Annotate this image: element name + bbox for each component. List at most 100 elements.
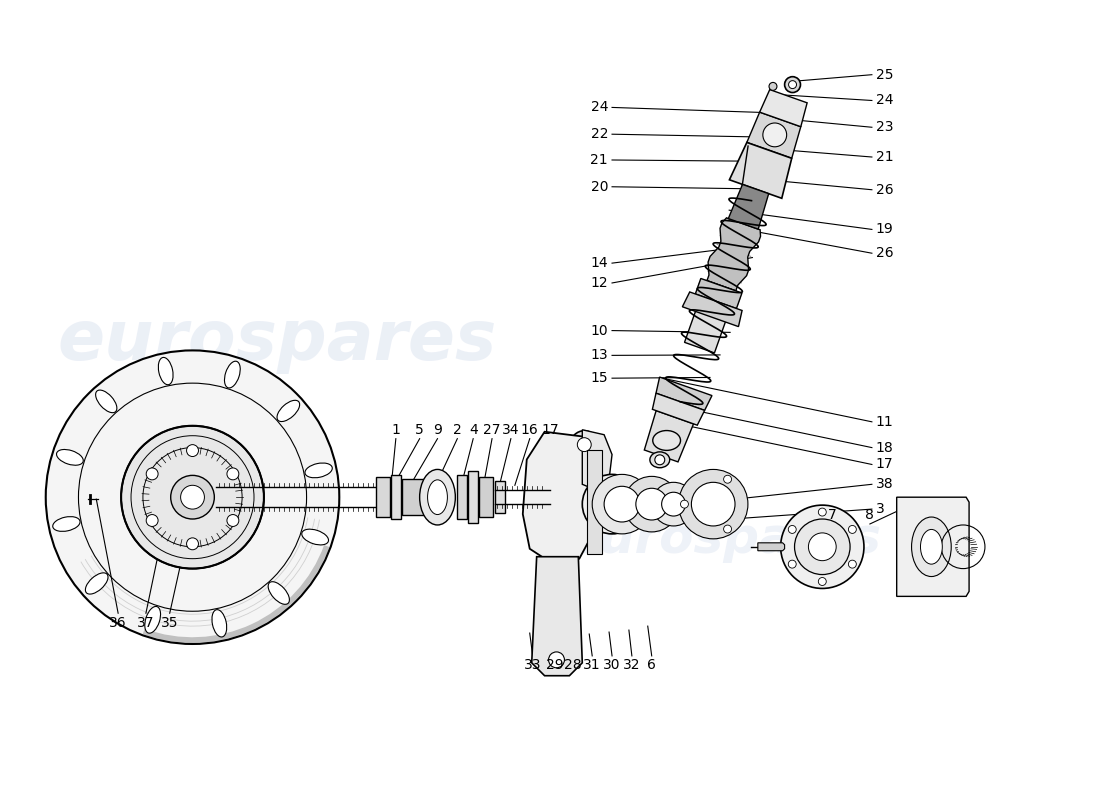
Ellipse shape [651, 482, 695, 526]
Circle shape [784, 77, 801, 93]
Circle shape [187, 538, 198, 550]
Text: 5: 5 [416, 422, 424, 437]
Ellipse shape [212, 610, 227, 637]
Ellipse shape [419, 470, 455, 525]
Polygon shape [728, 185, 769, 229]
Text: 21: 21 [876, 150, 893, 164]
Circle shape [769, 82, 777, 90]
Ellipse shape [592, 474, 651, 534]
Ellipse shape [305, 463, 332, 478]
Text: 32: 32 [623, 658, 640, 672]
Ellipse shape [428, 480, 448, 514]
Text: 20: 20 [591, 180, 608, 194]
Text: 12: 12 [591, 276, 608, 290]
Text: 11: 11 [876, 415, 893, 429]
Polygon shape [522, 432, 604, 564]
Circle shape [848, 560, 856, 568]
Polygon shape [682, 292, 742, 326]
Ellipse shape [912, 517, 952, 577]
Text: 16: 16 [520, 422, 539, 437]
Circle shape [121, 426, 264, 569]
Ellipse shape [268, 582, 289, 604]
Circle shape [848, 526, 856, 534]
Text: 8: 8 [866, 508, 874, 522]
Ellipse shape [301, 529, 329, 545]
Text: 33: 33 [524, 658, 541, 672]
Ellipse shape [624, 476, 680, 532]
Polygon shape [729, 142, 792, 198]
Ellipse shape [56, 450, 84, 466]
Ellipse shape [692, 482, 735, 526]
Text: 1: 1 [392, 422, 400, 437]
Text: 2: 2 [453, 422, 462, 437]
Text: 26: 26 [876, 246, 893, 260]
Text: 17: 17 [541, 422, 560, 437]
Text: 22: 22 [591, 127, 608, 142]
Circle shape [549, 652, 564, 668]
Text: 27: 27 [483, 422, 500, 437]
Text: 34: 34 [502, 422, 519, 437]
Circle shape [180, 486, 205, 509]
Polygon shape [645, 410, 693, 462]
Polygon shape [390, 475, 400, 519]
Text: 29: 29 [546, 658, 563, 672]
Text: 37: 37 [138, 616, 155, 630]
Text: 36: 36 [109, 616, 126, 630]
Ellipse shape [636, 488, 668, 520]
Circle shape [763, 123, 786, 146]
Circle shape [227, 514, 239, 526]
Polygon shape [531, 557, 582, 676]
Text: 25: 25 [876, 68, 893, 82]
Circle shape [808, 533, 836, 561]
Polygon shape [582, 430, 612, 490]
Circle shape [789, 526, 796, 534]
Ellipse shape [86, 573, 108, 594]
Circle shape [794, 519, 850, 574]
Ellipse shape [650, 452, 670, 468]
Text: 7: 7 [828, 508, 837, 522]
Polygon shape [652, 393, 705, 425]
Text: 31: 31 [583, 658, 601, 672]
Polygon shape [376, 478, 389, 517]
Text: 6: 6 [647, 658, 657, 672]
Circle shape [227, 468, 239, 480]
Circle shape [681, 500, 689, 508]
Ellipse shape [604, 486, 640, 522]
Text: 13: 13 [591, 348, 608, 362]
Ellipse shape [582, 474, 641, 534]
Text: 18: 18 [876, 441, 893, 454]
Text: 26: 26 [876, 182, 893, 197]
Polygon shape [684, 281, 736, 353]
Polygon shape [707, 218, 760, 291]
Polygon shape [587, 450, 602, 554]
Polygon shape [747, 112, 801, 158]
Text: 30: 30 [603, 658, 620, 672]
Polygon shape [402, 479, 430, 515]
Circle shape [146, 468, 158, 480]
Polygon shape [480, 478, 493, 517]
Ellipse shape [53, 517, 80, 531]
Text: 17: 17 [876, 458, 893, 471]
Circle shape [818, 508, 826, 516]
Polygon shape [760, 90, 807, 126]
Polygon shape [896, 497, 969, 596]
Text: 15: 15 [591, 371, 608, 385]
Text: 19: 19 [876, 222, 893, 237]
Circle shape [724, 525, 732, 533]
Polygon shape [695, 278, 741, 309]
Text: 38: 38 [876, 478, 893, 491]
Text: eurospares: eurospares [57, 307, 496, 374]
Ellipse shape [921, 530, 943, 564]
Text: 24: 24 [876, 94, 893, 107]
Text: 35: 35 [161, 616, 178, 630]
Ellipse shape [652, 430, 681, 450]
Circle shape [781, 505, 864, 589]
Circle shape [146, 514, 158, 526]
Polygon shape [758, 543, 784, 550]
Polygon shape [495, 482, 505, 513]
Polygon shape [458, 475, 468, 519]
Ellipse shape [592, 484, 631, 524]
Ellipse shape [661, 492, 685, 516]
Circle shape [571, 430, 598, 458]
Ellipse shape [679, 470, 748, 539]
